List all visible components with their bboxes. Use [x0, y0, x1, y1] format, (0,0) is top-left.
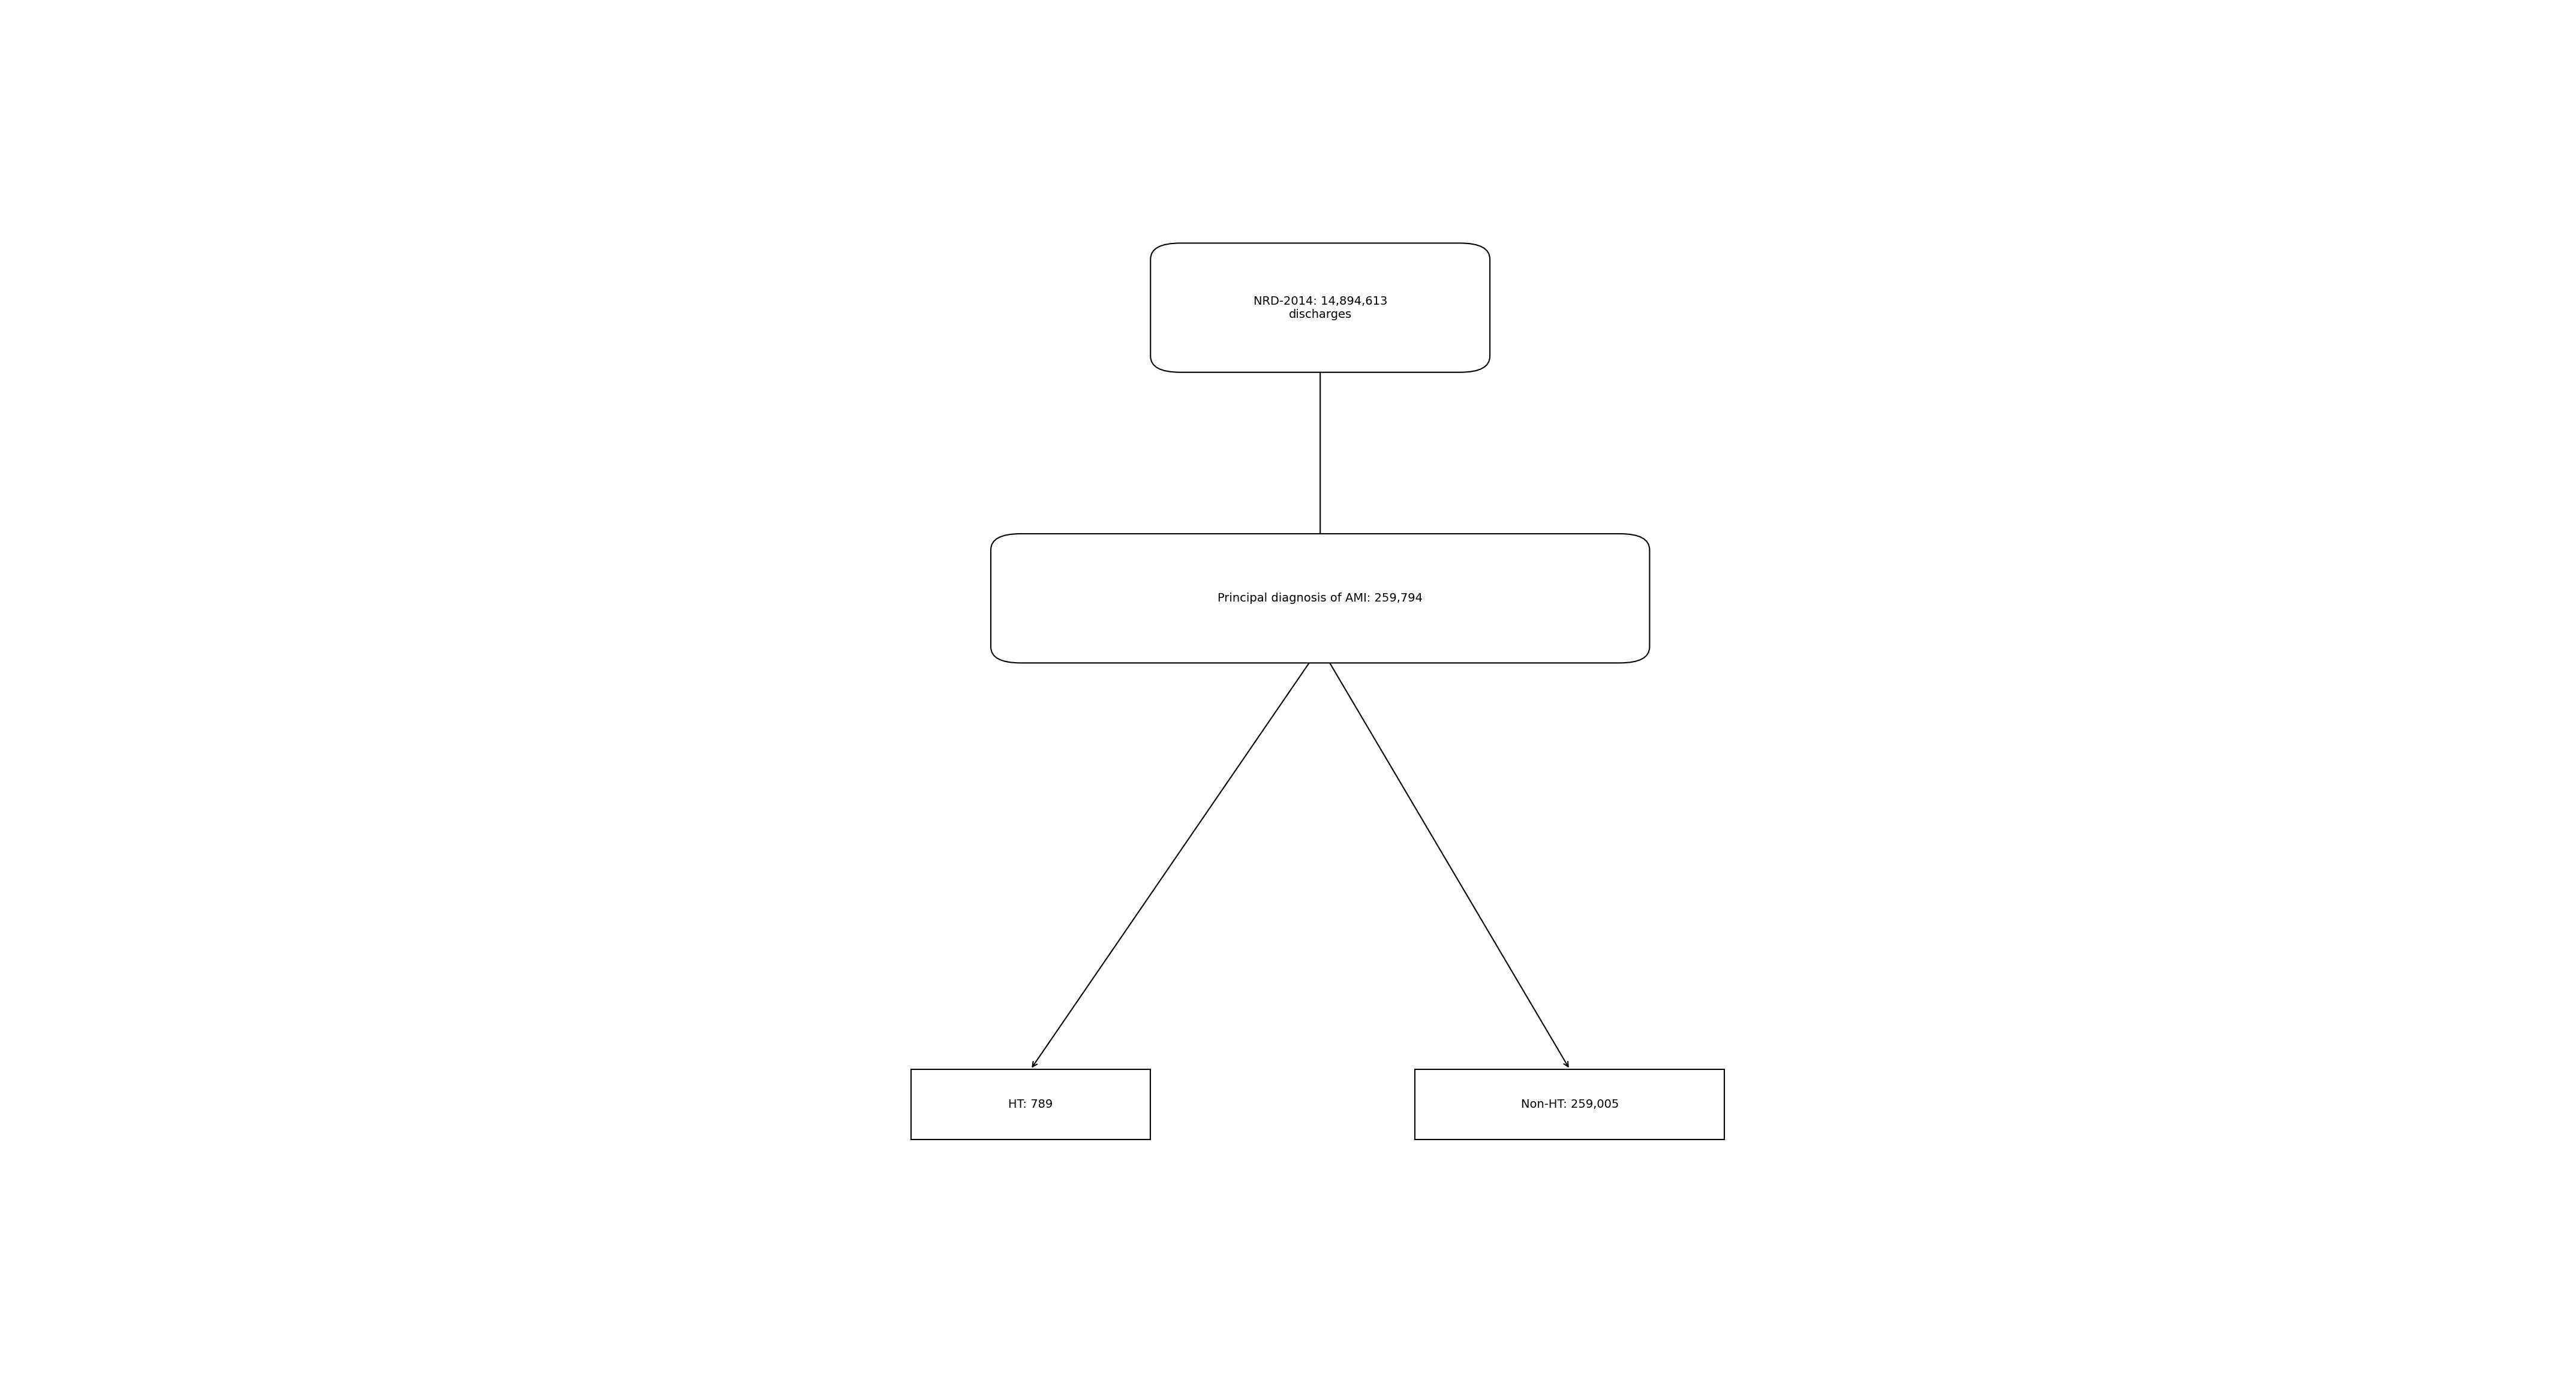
FancyBboxPatch shape	[1414, 1069, 1723, 1139]
Text: Principal diagnosis of AMI: 259,794: Principal diagnosis of AMI: 259,794	[1218, 593, 1422, 604]
FancyBboxPatch shape	[1151, 243, 1489, 372]
FancyBboxPatch shape	[992, 534, 1649, 663]
FancyBboxPatch shape	[912, 1069, 1151, 1139]
Text: Non-HT: 259,005: Non-HT: 259,005	[1520, 1099, 1618, 1110]
Text: HT: 789: HT: 789	[1007, 1099, 1054, 1110]
Text: NRD-2014: 14,894,613
discharges: NRD-2014: 14,894,613 discharges	[1252, 295, 1388, 320]
